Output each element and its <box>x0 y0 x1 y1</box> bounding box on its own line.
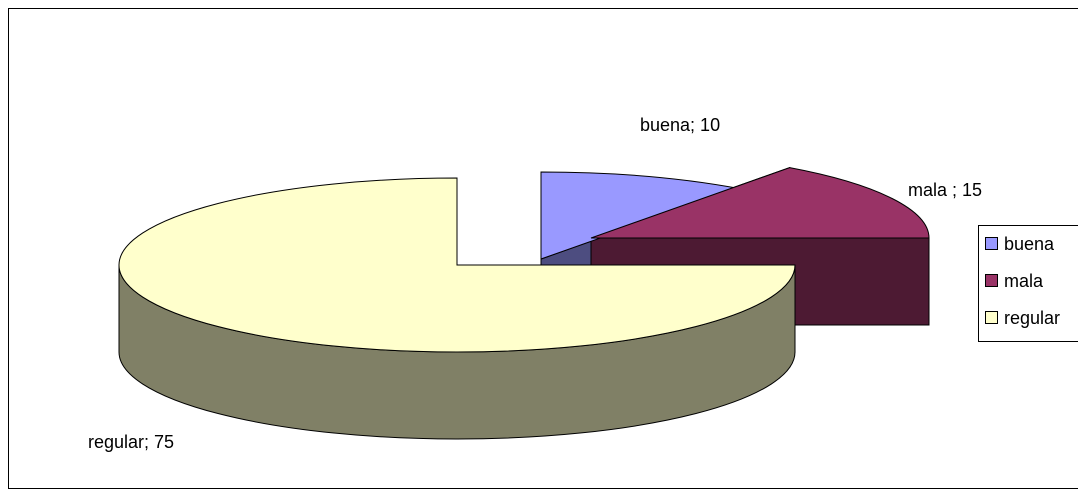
data-label-regular: regular; 75 <box>88 432 174 452</box>
slice-top-regular <box>118 177 796 353</box>
legend: buena mala regular <box>978 225 1078 342</box>
slice-top-mala <box>590 167 930 239</box>
data-labels: buena; 10 mala ; 15 regular; 75 <box>88 115 982 452</box>
legend-swatch-regular <box>985 311 998 324</box>
slice-top-buena <box>540 171 742 260</box>
legend-swatch-mala <box>985 274 998 287</box>
slices-layer <box>118 166 930 440</box>
legend-swatch-buena <box>985 237 998 250</box>
legend-label-mala: mala <box>1004 271 1044 291</box>
data-label-mala: mala ; 15 <box>908 180 982 200</box>
legend-label-buena: buena <box>1004 234 1055 254</box>
legend-label-regular: regular <box>1004 308 1060 328</box>
data-label-buena: buena; 10 <box>640 115 720 135</box>
